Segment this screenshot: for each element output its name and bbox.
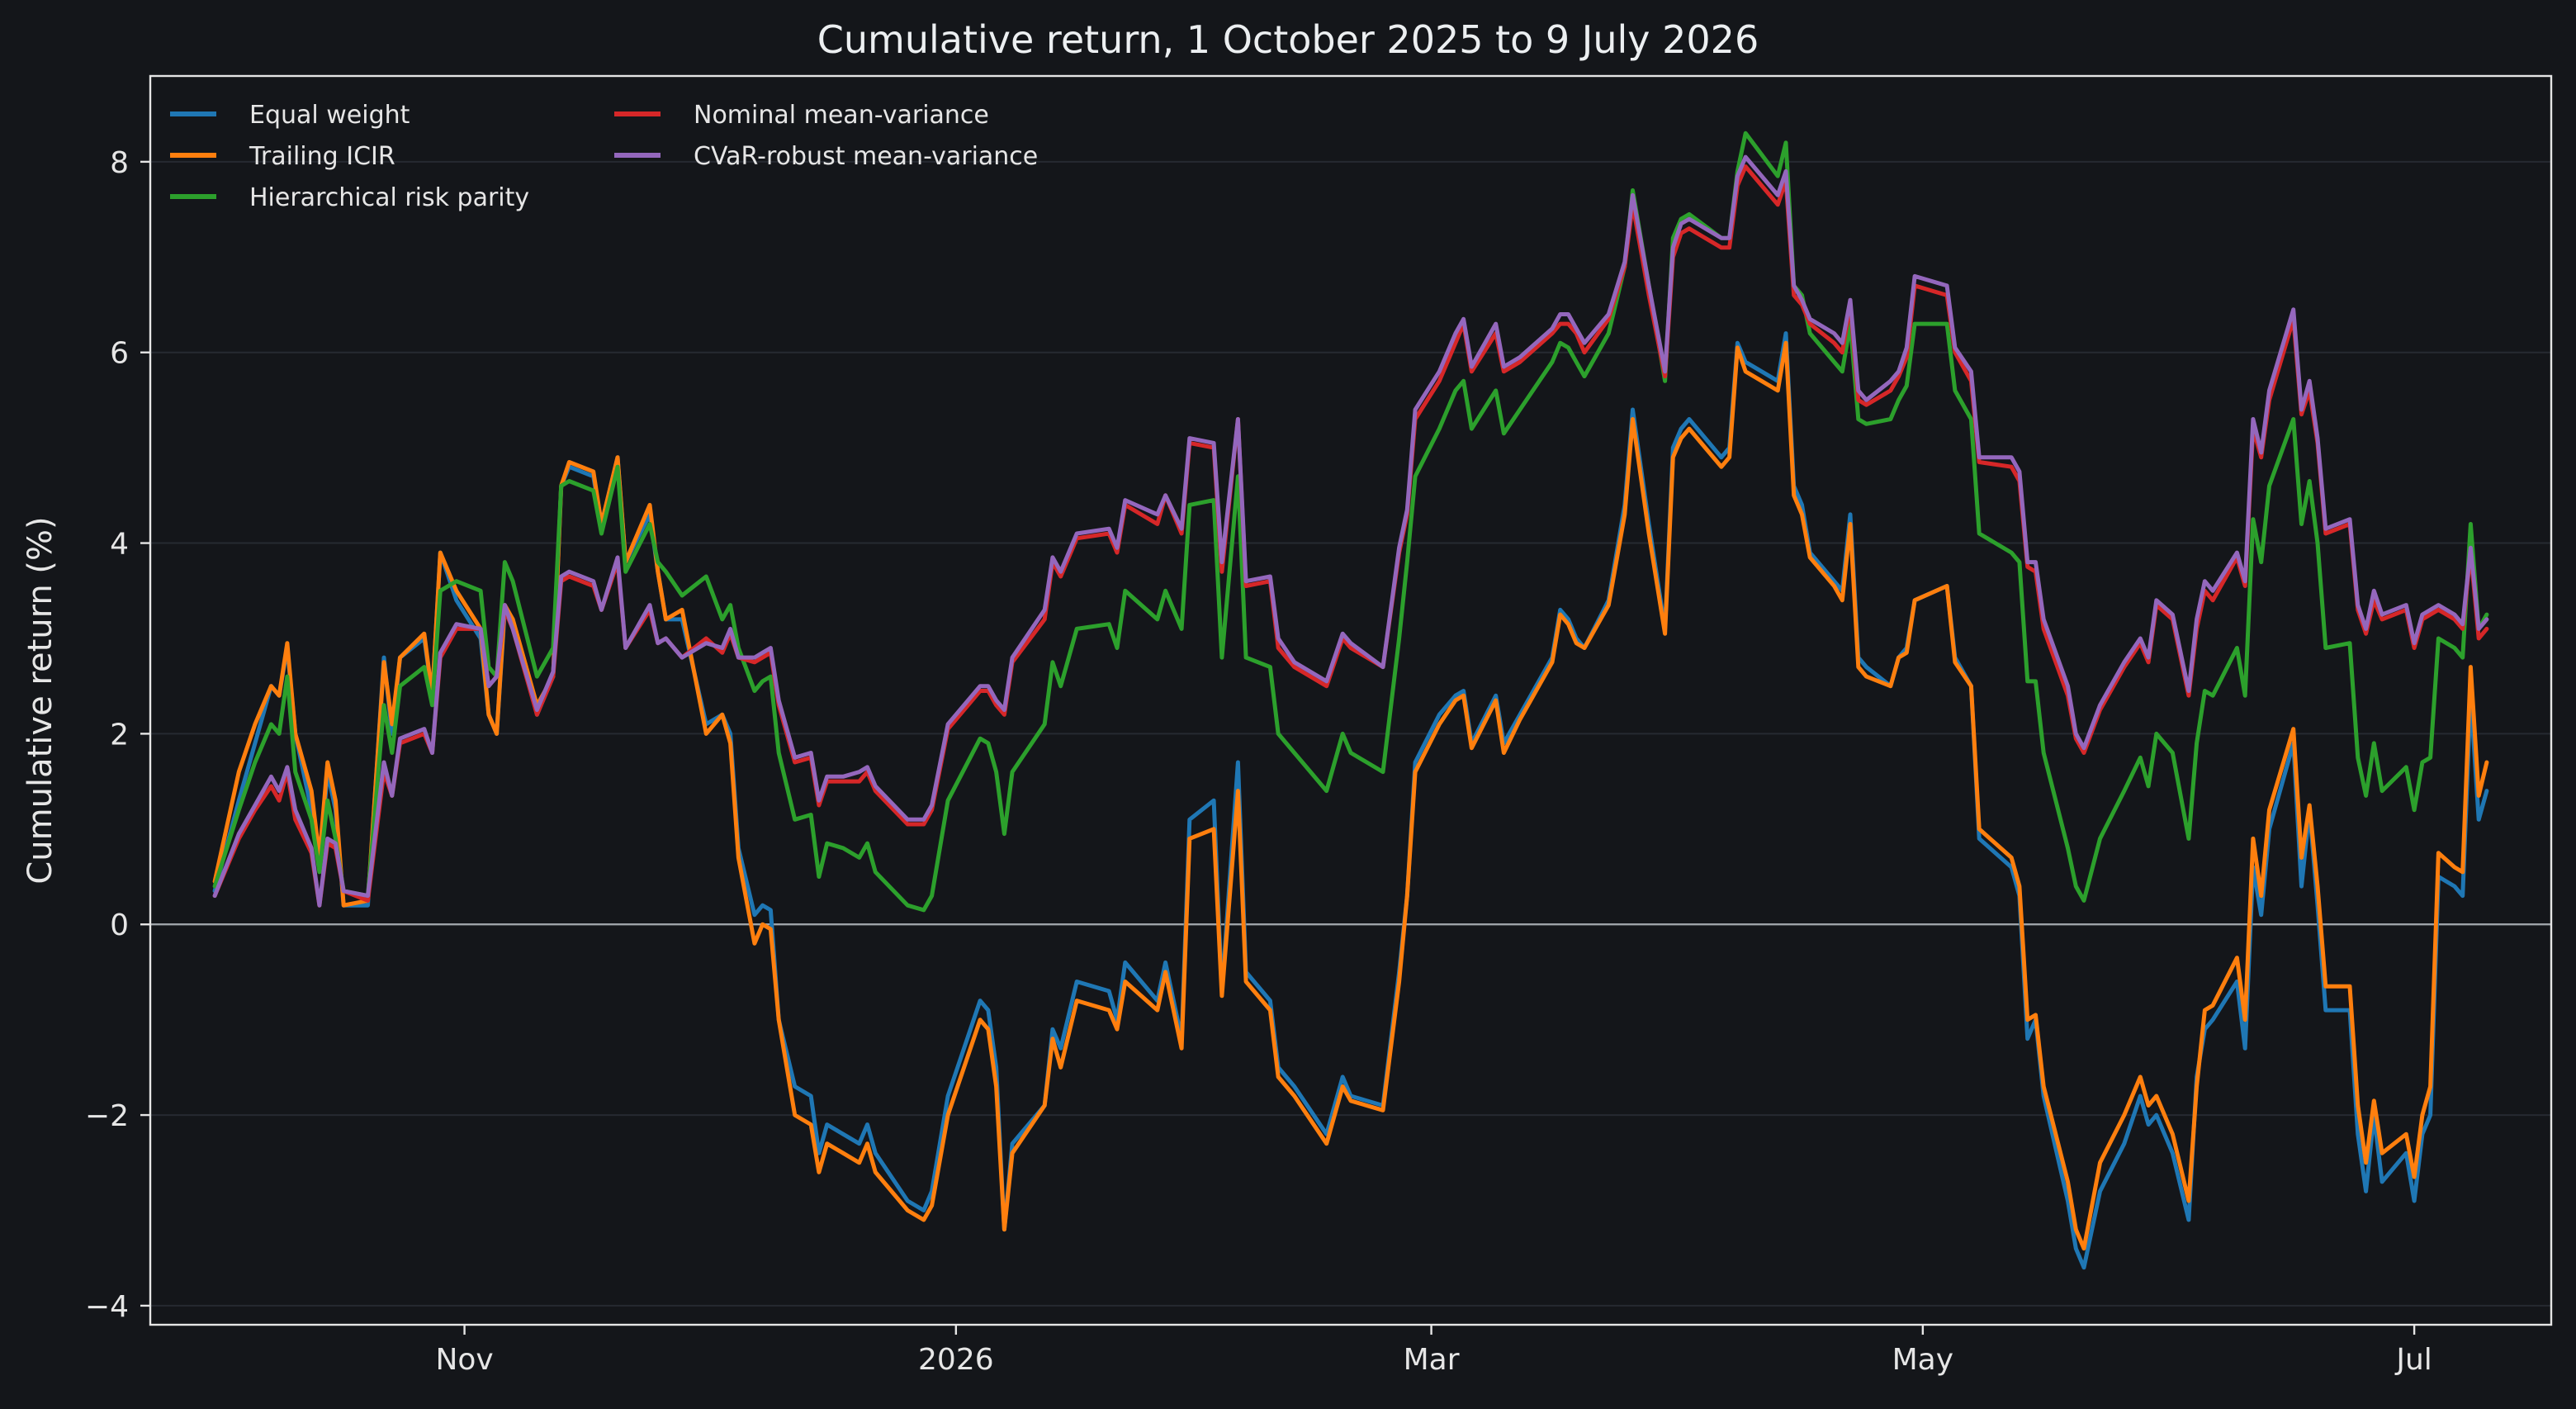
y-tick-label: 4 (110, 528, 129, 562)
legend-label: Trailing ICIR (249, 142, 395, 171)
y-tick-label: 8 (110, 146, 129, 180)
legend-label: Equal weight (249, 101, 410, 130)
x-tick-label: Nov (435, 1343, 493, 1377)
x-tick-label: Jul (2394, 1343, 2432, 1377)
x-tick-label: Mar (1404, 1343, 1460, 1377)
plot-frame (149, 74, 2553, 1326)
legend-label: Nominal mean-variance (694, 101, 989, 130)
legend: Equal weight Trailing ICIR Hierarchical ri… (170, 101, 1038, 212)
y-tick-label: 0 (110, 908, 129, 942)
y-axis-label: Cumulative return (%) (21, 516, 59, 884)
legend-label: CVaR-robust mean-variance (694, 142, 1038, 171)
legend-label: Hierarchical risk parity (249, 183, 529, 212)
chart-title: Cumulative return, 1 October 2025 to 9 J… (817, 17, 1759, 62)
series-line-2 (212, 340, 2489, 1251)
plot-series (212, 130, 2489, 1270)
y-axis: −4 −2 0 2 4 6 8 (85, 146, 150, 1324)
y-tick-label: −2 (85, 1099, 129, 1133)
series-line-5 (212, 154, 2489, 908)
y-tick-label: 6 (110, 337, 129, 371)
x-axis: Nov 2026 Mar May Jul (435, 1325, 2432, 1377)
series-line-3 (212, 130, 2489, 913)
x-tick-label: 2026 (918, 1343, 994, 1377)
x-tick-label: May (1892, 1343, 1953, 1377)
y-tick-label: 2 (110, 718, 129, 752)
y-tick-label: −4 (85, 1290, 129, 1324)
